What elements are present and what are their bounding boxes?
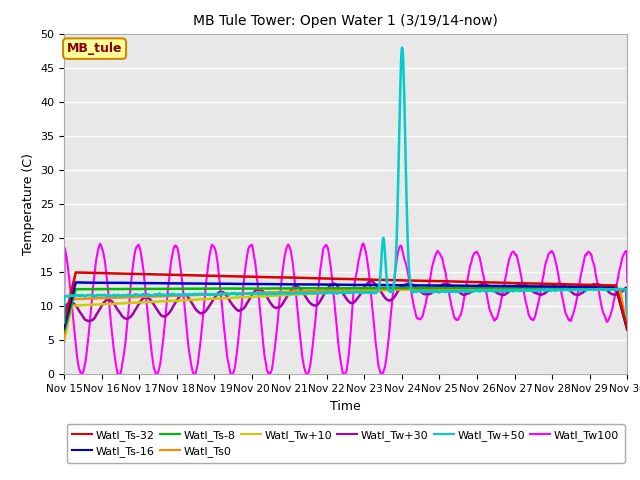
Watl_Ts-8 [623,326,631,332]
Watl_Ts-16 [557,284,564,289]
Watl_Tw+50 [248,291,256,297]
Watl_Tw+10 [60,337,68,343]
Watl_Tw+10 [507,286,515,292]
Watl_Ts-16 [249,281,257,287]
Legend: Watl_Ts-32, Watl_Ts-16, Watl_Ts-8, Watl_Ts0, Watl_Tw+10, Watl_Tw+30, Watl_Tw+50,: Watl_Ts-32, Watl_Ts-16, Watl_Ts-8, Watl_… [67,424,625,463]
Watl_Ts-16 [507,283,515,289]
Watl_Ts0 [186,292,193,298]
Watl_Tw+50 [557,288,564,293]
Watl_Tw+50 [433,288,441,294]
Watl_Ts-8 [248,286,256,291]
Watl_Tw+50 [172,292,179,298]
Title: MB Tule Tower: Open Water 1 (3/19/14-now): MB Tule Tower: Open Water 1 (3/19/14-now… [193,14,498,28]
Watl_Ts-32 [172,272,180,278]
Watl_Ts0 [623,327,631,333]
Watl_Ts0 [248,290,256,296]
Watl_Tw+50 [623,315,631,321]
Watl_Ts0 [60,334,68,340]
Watl_Ts-32 [60,321,68,326]
Watl_Tw+50 [398,45,406,50]
Watl_Tw100 [78,372,86,377]
Watl_Ts-32 [186,272,193,278]
Watl_Ts-16 [623,326,631,332]
Watl_Tw100 [557,288,565,294]
Watl_Ts-16 [172,280,180,286]
Watl_Ts-16 [60,325,68,331]
Watl_Ts0 [172,293,179,299]
Watl_Ts-32 [557,281,564,287]
Watl_Ts-32 [433,278,441,284]
Line: Watl_Ts-8: Watl_Ts-8 [64,287,627,332]
Watl_Ts0 [507,286,515,292]
Watl_Ts-16 [433,283,441,288]
Watl_Tw+10 [172,298,179,303]
Watl_Tw+50 [60,320,68,325]
Text: MB_tule: MB_tule [67,42,122,55]
Watl_Ts0 [557,287,564,292]
Line: Watl_Tw+10: Watl_Tw+10 [64,289,627,340]
Watl_Ts-32 [507,280,515,286]
Watl_Ts-8 [612,284,620,290]
Watl_Tw100 [508,251,515,256]
Watl_Tw100 [359,240,367,246]
Watl_Tw+30 [248,292,256,298]
Watl_Ts-8 [507,285,515,290]
Watl_Tw100 [249,244,257,250]
Watl_Tw+50 [186,292,193,298]
Watl_Tw100 [623,279,631,285]
Line: Watl_Ts-16: Watl_Ts-16 [64,282,627,329]
Watl_Ts-8 [172,286,179,292]
Watl_Ts0 [433,287,441,292]
Watl_Tw100 [434,248,442,254]
Watl_Tw+10 [248,294,256,300]
Watl_Tw+10 [433,286,441,292]
Watl_Tw+30 [507,287,515,293]
X-axis label: Time: Time [330,400,361,413]
Watl_Tw+30 [557,281,564,287]
Watl_Ts-32 [623,325,631,331]
Watl_Tw100 [172,244,180,250]
Watl_Tw+30 [172,300,179,305]
Line: Watl_Ts-32: Watl_Ts-32 [64,273,627,328]
Line: Watl_Ts0: Watl_Ts0 [64,289,627,337]
Watl_Ts-32 [72,270,79,276]
Watl_Ts-32 [249,274,257,280]
Watl_Ts-8 [186,286,193,292]
Watl_Ts-16 [186,281,193,287]
Watl_Tw100 [60,308,68,313]
Watl_Ts0 [479,286,486,292]
Watl_Tw+30 [186,296,193,302]
Watl_Ts-8 [60,329,68,335]
Watl_Ts-8 [433,285,441,291]
Watl_Tw100 [186,352,193,358]
Line: Watl_Tw100: Watl_Tw100 [64,243,627,374]
Watl_Tw+50 [507,288,515,294]
Watl_Tw+10 [557,287,564,292]
Line: Watl_Tw+30: Watl_Tw+30 [64,281,627,341]
Watl_Tw+10 [186,297,193,303]
Watl_Tw+10 [426,286,434,292]
Watl_Ts-8 [556,285,564,290]
Watl_Ts-16 [73,279,81,285]
Y-axis label: Temperature (C): Temperature (C) [22,153,35,255]
Watl_Tw+30 [367,278,374,284]
Watl_Tw+30 [433,286,441,292]
Line: Watl_Tw+50: Watl_Tw+50 [64,48,627,323]
Watl_Tw+30 [60,338,68,344]
Watl_Tw+30 [623,317,631,323]
Watl_Tw+10 [623,327,631,333]
